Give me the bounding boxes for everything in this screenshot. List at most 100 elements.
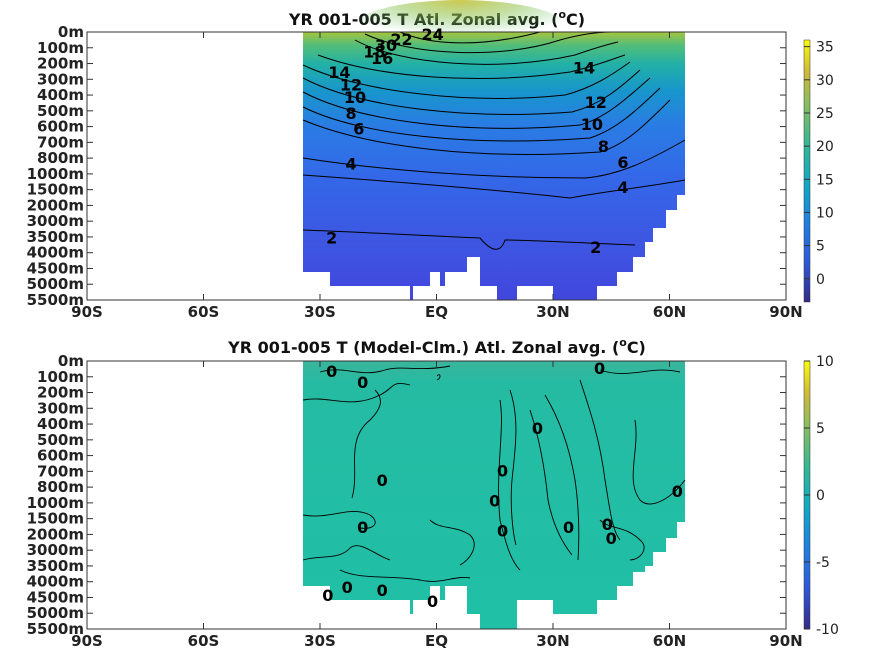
top-y-tick-label: 3000m xyxy=(27,212,84,230)
top-contour-label: 30 xyxy=(375,36,397,55)
bottom-colorbar-tick-label: 10 xyxy=(816,354,834,370)
bottom-contour-label: 0 xyxy=(497,521,508,540)
top-contour-label: 24 xyxy=(421,25,443,44)
panel-bottom: YR 001-005 T (Model-Clm.) Atl. Zonal avg… xyxy=(27,336,839,650)
top-y-tick-label: 800m xyxy=(37,149,84,167)
bottom-colorbar-tick-label: -5 xyxy=(816,555,830,571)
top-x-tick-label: 30S xyxy=(304,303,336,321)
bottom-contour-label: 0 xyxy=(672,482,683,501)
bottom-y-tick-label: 800m xyxy=(37,478,84,496)
top-contour-label: 4 xyxy=(345,154,356,173)
bottom-y-tick-label: 3500m xyxy=(27,557,84,575)
top-y-tick-label: 1500m xyxy=(27,181,84,199)
bottom-x-tick-label: 30S xyxy=(304,632,336,650)
bottom-y-tick-label: 0m xyxy=(58,352,84,370)
top-x-tick-label: 30N xyxy=(536,303,569,321)
bottom-y-tick-label: 1500m xyxy=(27,510,84,528)
bottom-contour-label: 0 xyxy=(489,491,500,510)
bottom-y-tick-label: 3000m xyxy=(27,541,84,559)
bottom-contour-label: 0 xyxy=(322,586,333,605)
temperature-field xyxy=(302,0,686,300)
bottom-y-tick-label: 600m xyxy=(37,447,84,465)
top-y-tick-label: 600m xyxy=(37,118,84,136)
bottom-y-tick-label: 300m xyxy=(37,399,84,417)
top-y-tick-label: 100m xyxy=(37,39,84,57)
bottom-x-tick-label: 60N xyxy=(653,632,686,650)
top-y-tick-label: 700m xyxy=(37,133,84,151)
bottom-contour-label: 0 xyxy=(357,373,368,392)
bottom-contour-label: 0 xyxy=(427,592,438,611)
top-y-tick-label: 4000m xyxy=(27,244,84,262)
top-colorbar-tick-label: 10 xyxy=(816,205,834,221)
top-x-tick-label: EQ xyxy=(425,303,448,321)
bottom-x-tick-label: 90N xyxy=(769,632,802,650)
top-colorbar-tick-label: 15 xyxy=(816,172,834,188)
top-contour-label: 6 xyxy=(617,153,628,172)
bottom-contour-label: 0 xyxy=(377,581,388,600)
top-colorbar-tick-label: 35 xyxy=(816,40,834,56)
bottom-contour-label: 0 xyxy=(606,529,617,548)
bottom-contour-label: 0 xyxy=(342,578,353,597)
bottom-y-tick-label: 5500m xyxy=(27,620,84,638)
bottom-y-tick-label: 100m xyxy=(37,368,84,386)
top-colorbar-tick-label: 30 xyxy=(816,73,834,89)
bottom-x-tick-label: 30N xyxy=(536,632,569,650)
top-y-tick-label: 5000m xyxy=(27,275,84,293)
top-contour-label: 22 xyxy=(390,30,412,49)
top-colorbar-tick-label: 25 xyxy=(816,106,834,122)
bottom-colorbar-tick-label: -10 xyxy=(816,622,839,638)
top-contour-label: 10 xyxy=(344,88,366,107)
top-colorbar-tick-label: 20 xyxy=(816,139,834,155)
top-x-tick-label: 90N xyxy=(769,303,802,321)
panel-top-colorbar-ticks: 35 30 25 20 15 10 5 0 xyxy=(804,40,834,288)
bottom-x-tick-label: 60S xyxy=(188,632,220,650)
bottom-x-tick-label: 90S xyxy=(71,632,103,650)
top-contour-label: 8 xyxy=(598,137,609,156)
bottom-y-tick-label: 1000m xyxy=(27,494,84,512)
top-y-tick-label: 400m xyxy=(37,86,84,104)
bottom-y-tick-label: 4000m xyxy=(27,573,84,591)
top-x-tick-label: 60S xyxy=(188,303,220,321)
bottom-y-tick-label: 4500m xyxy=(27,588,84,606)
bottom-y-tick-label: 700m xyxy=(37,462,84,480)
top-contour-label: 14 xyxy=(328,63,350,82)
top-y-tick-label: 300m xyxy=(37,70,84,88)
top-x-tick-label: 90S xyxy=(71,303,103,321)
panel-bottom-y-axis: 0m100m200m300m400m500m600m700m800m1000m1… xyxy=(27,352,786,638)
top-y-tick-label: 4500m xyxy=(27,259,84,277)
bottom-contour-label: 0 xyxy=(326,362,337,381)
top-y-tick-label: 0m xyxy=(58,23,84,41)
panel-top-colorbar xyxy=(803,39,811,303)
bottom-contour-label: 0 xyxy=(532,419,543,438)
panel-bottom-colorbar-ticks: 10 5 0 -5 -10 xyxy=(804,354,839,638)
difference-field xyxy=(302,361,686,629)
top-y-tick-label: 1000m xyxy=(27,165,84,183)
bottom-colorbar-tick-label: 5 xyxy=(816,421,825,437)
bottom-y-tick-label: 200m xyxy=(37,384,84,402)
top-y-tick-label: 3500m xyxy=(27,228,84,246)
top-contour-label: 2 xyxy=(326,229,337,248)
panel-bottom-x-axis: 90S 60S 30S EQ 30N 60N 90N xyxy=(71,361,803,650)
top-contour-label: 12 xyxy=(340,76,362,95)
bottom-contour-label: 0 xyxy=(497,461,508,480)
top-y-tick-label: 500m xyxy=(37,102,84,120)
top-y-tick-label: 200m xyxy=(37,55,84,73)
top-contour-label: 16 xyxy=(371,49,393,68)
top-contour-label: 12 xyxy=(585,93,607,112)
panel-top-x-axis: 90S 60S 30S EQ 30N 60N 90N xyxy=(71,32,803,321)
bottom-contour-label: 0 xyxy=(357,518,368,537)
bottom-contour-label: 0 xyxy=(602,515,613,534)
top-x-tick-label: 60N xyxy=(653,303,686,321)
top-contour-label: 2 xyxy=(590,238,601,257)
top-contour-label: 8 xyxy=(345,104,356,123)
bottom-contour-label: 0 xyxy=(377,471,388,490)
panel-bottom-title: YR 001-005 T (Model-Clm.) Atl. Zonal avg… xyxy=(227,336,646,357)
bottom-y-tick-label: 5000m xyxy=(27,604,84,622)
bottom-x-tick-label: EQ xyxy=(425,632,448,650)
top-contour-label: 4 xyxy=(617,178,628,197)
panel-top: YR 001-005 T Atl. Zonal avg. (oC) xyxy=(27,0,834,321)
top-colorbar-tick-label: 5 xyxy=(816,239,825,255)
